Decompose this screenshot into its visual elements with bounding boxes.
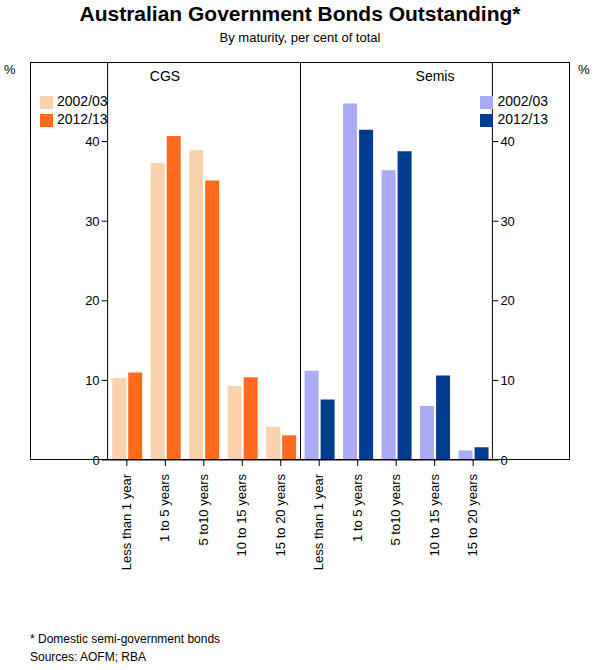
svg-text:15 to 20 years: 15 to 20 years — [273, 474, 288, 557]
svg-text:10 to 15 years: 10 to 15 years — [234, 474, 249, 557]
html-text:Australian Government Bonds Ou: Australian Government Bonds Outstanding* — [79, 2, 521, 25]
svg-text:10: 10 — [500, 373, 514, 388]
svg-text:20: 20 — [85, 293, 99, 308]
svg-text:0: 0 — [500, 453, 507, 468]
html-text:2012/13: 2012/13 — [497, 111, 548, 127]
svg-text:5 to10 years: 5 to10 years — [388, 474, 403, 546]
svg-text:15 to 20 years: 15 to 20 years — [465, 474, 480, 557]
svg-text:10: 10 — [85, 373, 99, 388]
html-text:2012/13: 2012/13 — [57, 111, 108, 127]
svg-text:30: 30 — [500, 214, 514, 229]
html-text:2002/03: 2002/03 — [57, 93, 108, 109]
html-text:2002/03: 2002/03 — [497, 93, 548, 109]
svg-text:30: 30 — [85, 214, 99, 229]
html-text:By maturity, per cent of total: By maturity, per cent of total — [219, 30, 381, 45]
svg-text:0: 0 — [92, 453, 99, 468]
html-text:* Domestic semi-government bon: * Domestic semi-government bonds — [30, 632, 221, 646]
html-text:CGS: CGS — [149, 68, 181, 84]
html-text:Sources: AOFM; RBA: Sources: AOFM; RBA — [30, 650, 146, 664]
svg-text:Less than 1 year: Less than 1 year — [119, 473, 134, 570]
svg-text:1 to 5 years: 1 to 5 years — [350, 474, 365, 542]
svg-text:20: 20 — [500, 293, 514, 308]
svg-text:Less than 1 year: Less than 1 year — [311, 473, 326, 570]
html-text:Semis: Semis — [415, 68, 455, 84]
svg-text:40: 40 — [500, 134, 514, 149]
svg-text:10 to 15 years: 10 to 15 years — [427, 474, 442, 557]
svg-text:40: 40 — [85, 134, 99, 149]
svg-text:1 to 5 years: 1 to 5 years — [157, 474, 172, 542]
svg-text:5 to10 years: 5 to10 years — [196, 474, 211, 546]
